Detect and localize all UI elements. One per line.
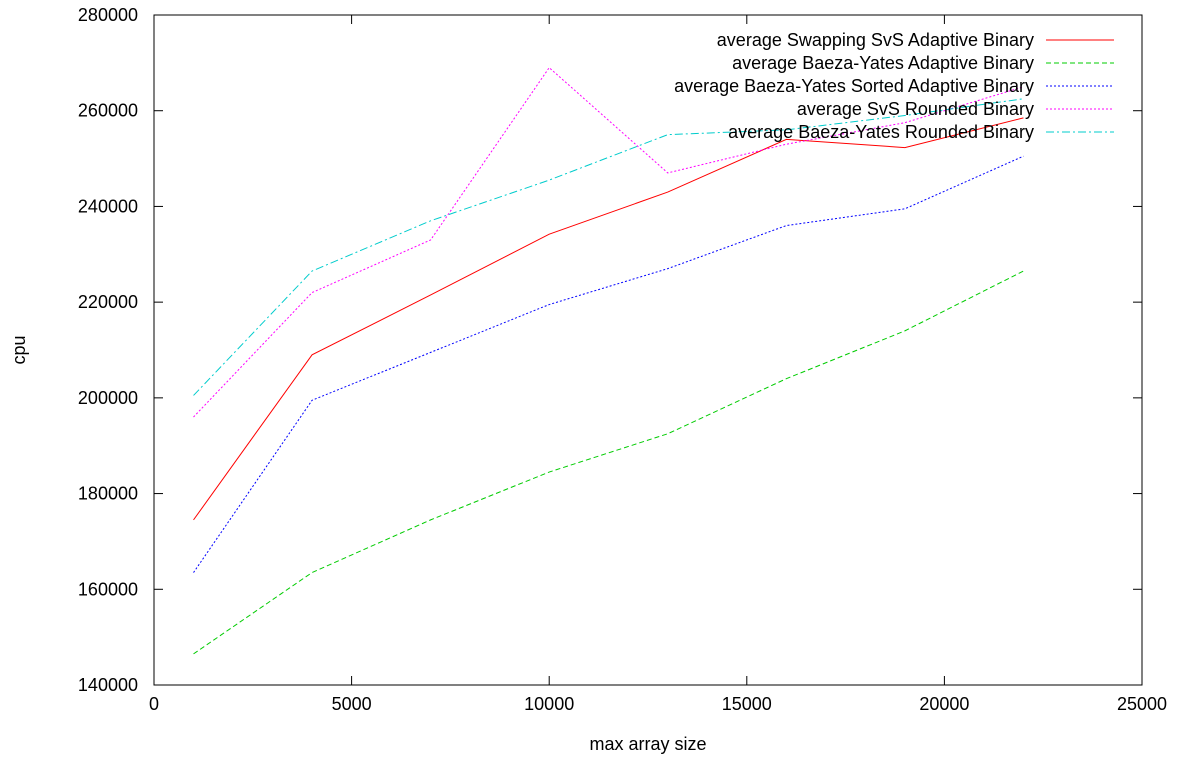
legend-label-2: average Baeza-Yates Adaptive Binary: [732, 53, 1034, 73]
x-tick-labels: 0 5000 10000 15000 20000 25000: [149, 694, 1167, 714]
series-line-2: [193, 270, 1024, 655]
legend-label-4: average SvS Rounded Binary: [797, 99, 1034, 119]
series-line-4: [193, 66, 1024, 418]
plot-frame: [153, 14, 1143, 686]
y-tick-labels: 140000 160000 180000 200000 220000 240000 2600…: [78, 5, 138, 695]
y-tick-label: 180000: [78, 484, 138, 504]
y-tick-label: 280000: [78, 5, 138, 25]
legend-label-1: average Swapping SvS Adaptive Binary: [717, 30, 1034, 50]
legend-label-5: average Baeza-Yates Rounded Binary: [728, 122, 1034, 142]
y-tick-label: 240000: [78, 196, 138, 216]
series-line-1: [193, 117, 1024, 521]
x-axis-label: max array size: [589, 734, 706, 754]
x-tick-label: 10000: [524, 694, 574, 714]
tick-marks: [153, 14, 1143, 686]
y-tick-label: 200000: [78, 388, 138, 408]
x-tick-label: 25000: [1117, 694, 1167, 714]
y-tick-label: 220000: [78, 292, 138, 312]
y-tick-label: 160000: [78, 579, 138, 599]
x-tick-label: 0: [149, 694, 159, 714]
series-layer: [193, 66, 1024, 655]
series-line-3: [193, 155, 1024, 573]
series-line-5: [193, 98, 1024, 396]
y-tick-label: 140000: [78, 675, 138, 695]
y-tick-label: 260000: [78, 101, 138, 121]
x-tick-label: 20000: [919, 694, 969, 714]
y-axis-label: cpu: [9, 335, 29, 364]
x-tick-label: 15000: [722, 694, 772, 714]
legend-label-3: average Baeza-Yates Sorted Adaptive Bina…: [674, 76, 1034, 96]
legend: average Swapping SvS Adaptive Binary aver…: [674, 30, 1114, 142]
x-tick-label: 5000: [332, 694, 372, 714]
